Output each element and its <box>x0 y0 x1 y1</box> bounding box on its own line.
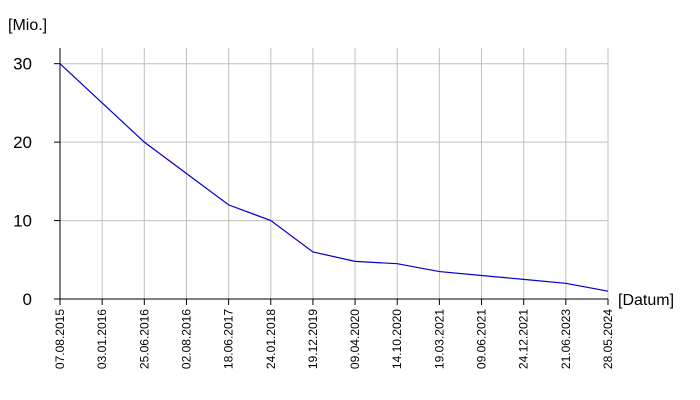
x-tick-label: 19.12.2019 <box>306 309 320 369</box>
x-tick-label: 24.12.2021 <box>517 309 531 369</box>
grid <box>60 48 609 299</box>
x-tick-label: 09.04.2020 <box>348 309 362 369</box>
y-tick-label: 0 <box>23 290 32 309</box>
x-axis-ticks: 07.08.2015 03.01.2016 25.06.2016 02.08.2016… <box>53 299 615 369</box>
x-tick-label: 02.08.2016 <box>179 309 193 369</box>
series-line <box>59 63 609 292</box>
y-axis-ticks: 0 10 20 30 <box>13 55 60 309</box>
y-axis-unit-label: [Mio.] <box>8 17 47 34</box>
x-tick-label: 19.03.2021 <box>432 309 446 369</box>
x-tick-label: 09.06.2021 <box>475 309 489 369</box>
y-tick-label: 10 <box>13 212 32 231</box>
x-tick-label: 14.10.2020 <box>390 309 404 369</box>
x-tick-label: 24.01.2018 <box>264 309 278 369</box>
x-tick-label: 18.06.2017 <box>222 309 236 369</box>
x-tick-label: 21.06.2023 <box>559 309 573 369</box>
x-tick-label: 28.05.2024 <box>601 309 615 369</box>
x-tick-label: 25.06.2016 <box>137 309 151 369</box>
x-tick-label: 03.01.2016 <box>95 309 109 369</box>
y-tick-label: 30 <box>13 55 32 74</box>
x-tick-label: 07.08.2015 <box>53 309 67 369</box>
x-axis-unit-label: [Datum] <box>618 292 674 309</box>
y-tick-label: 20 <box>13 133 32 152</box>
axes <box>54 48 608 305</box>
